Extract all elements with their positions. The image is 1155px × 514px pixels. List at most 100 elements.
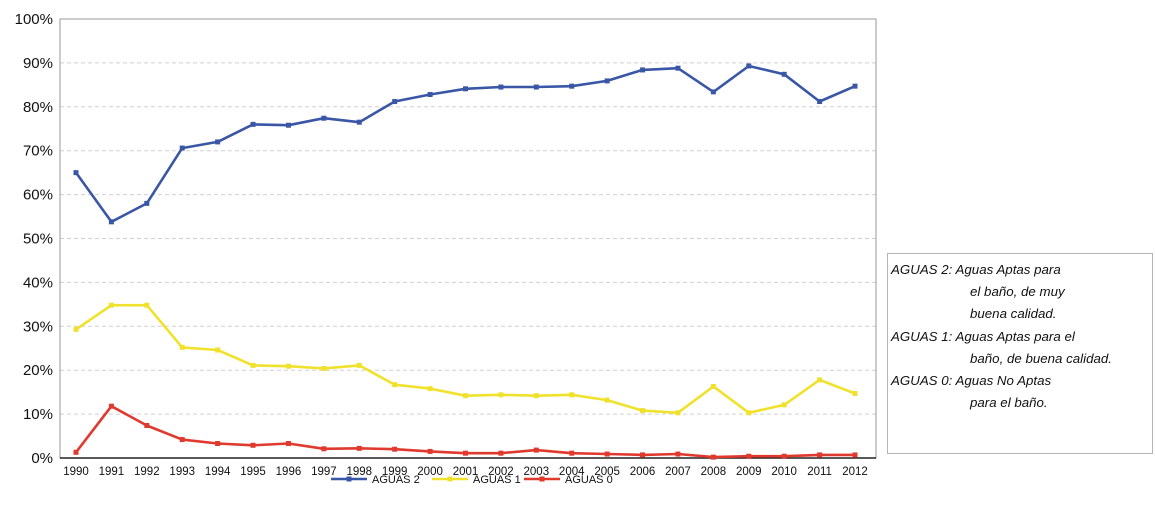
data-point [73, 326, 79, 332]
axes [59, 18, 877, 459]
data-point [356, 119, 362, 125]
data-point [392, 99, 398, 105]
data-point [710, 454, 716, 460]
x-tick-label: 1992 [134, 466, 160, 478]
data-point [463, 86, 468, 92]
data-point [817, 99, 823, 105]
legend-label: AGUAS 0 [565, 474, 613, 486]
legend-marker [539, 476, 545, 482]
data-point [533, 447, 539, 453]
data-point [852, 452, 858, 458]
data-point [533, 84, 539, 90]
data-point [73, 449, 79, 455]
y-tick-label: 70% [23, 143, 53, 160]
data-point [356, 362, 362, 368]
x-tick-label: 2001 [453, 466, 479, 478]
data-point [179, 437, 185, 443]
x-tick-label: 1990 [63, 466, 89, 478]
note-line: buena calidad. [970, 306, 1057, 322]
data-point [746, 63, 752, 69]
data-point [285, 441, 291, 447]
data-point [640, 67, 646, 73]
x-tick-label: 2002 [488, 466, 514, 478]
x-tick-label: 1998 [346, 466, 372, 478]
data-point [250, 362, 256, 368]
x-tick-label: 1999 [382, 466, 408, 478]
x-tick-label: 1995 [240, 466, 266, 478]
data-point [144, 423, 150, 429]
note-line: para el baño. [970, 395, 1048, 411]
note-line: AGUAS 1: Aguas Aptas para el [891, 328, 1075, 344]
data-point [569, 83, 575, 89]
data-point [392, 446, 398, 452]
data-point [321, 115, 327, 121]
legend: AGUAS 2 AGUAS 1 AGUAS 0 [331, 474, 613, 486]
series-group [73, 63, 858, 460]
data-point [73, 170, 79, 176]
data-point [144, 200, 150, 206]
data-point [498, 84, 504, 90]
x-tick-label: 2012 [842, 466, 868, 478]
gridlines [60, 62, 876, 415]
data-point [498, 450, 504, 456]
x-tick-label: 2010 [771, 466, 797, 478]
data-point [108, 403, 114, 409]
x-tick-label: 2007 [665, 466, 691, 478]
data-point [569, 450, 575, 456]
x-axis-ticks: 1990 1991 1992 1993 1994 1995 1996 1997 1998 1999… [63, 466, 868, 478]
x-tick-label: 2006 [630, 466, 656, 478]
data-point [710, 89, 716, 95]
x-tick-label: 2009 [736, 466, 762, 478]
data-point [852, 390, 858, 396]
x-tick-label: 2003 [524, 466, 550, 478]
data-point [463, 393, 468, 399]
data-point [321, 365, 327, 371]
data-point [356, 445, 362, 451]
y-tick-label: 40% [23, 274, 53, 291]
note-line: AGUAS 2: Aguas Aptas para [891, 262, 1061, 277]
y-tick-label: 30% [23, 318, 53, 335]
data-point [215, 139, 221, 145]
data-point [108, 302, 114, 308]
data-point [250, 442, 256, 448]
legend-notes-box: AGUAS 2: Aguas Aptas para el baño, de mu… [887, 253, 1153, 454]
y-tick-label: 90% [23, 55, 53, 72]
data-point [108, 219, 114, 225]
data-point [285, 122, 291, 128]
data-point [675, 410, 681, 416]
data-point [392, 382, 398, 388]
data-point [179, 145, 185, 151]
data-point [675, 65, 681, 71]
data-point [746, 410, 752, 416]
data-point [144, 302, 150, 308]
note-line: el baño, de muy [970, 284, 1065, 300]
note-line: baño, de buena calidad. [970, 350, 1112, 366]
x-tick-label: 1997 [311, 466, 337, 478]
y-tick-label: 80% [23, 99, 53, 116]
data-point [817, 452, 823, 458]
data-point [498, 392, 504, 398]
data-point [321, 446, 327, 452]
x-tick-label: 2004 [559, 466, 585, 478]
data-point [640, 452, 646, 458]
data-point [781, 71, 787, 77]
y-tick-label: 0% [31, 450, 53, 467]
y-tick-label: 100% [15, 11, 53, 28]
data-point [675, 451, 681, 457]
y-tick-label: 50% [23, 231, 53, 248]
legend-marker [346, 476, 352, 482]
y-tick-label: 10% [23, 406, 53, 423]
data-point [604, 78, 610, 84]
x-tick-label: 2000 [417, 466, 443, 478]
data-point [250, 121, 256, 127]
x-tick-label: 2008 [701, 466, 727, 478]
data-point [710, 383, 716, 389]
data-point [746, 453, 752, 459]
data-point [604, 397, 610, 403]
data-point [427, 386, 433, 392]
data-point [463, 450, 468, 456]
series-line [74, 404, 855, 459]
x-tick-label: 1994 [205, 466, 231, 478]
legend-label: AGUAS 2 [372, 474, 420, 486]
x-tick-label: 2011 [807, 466, 832, 478]
